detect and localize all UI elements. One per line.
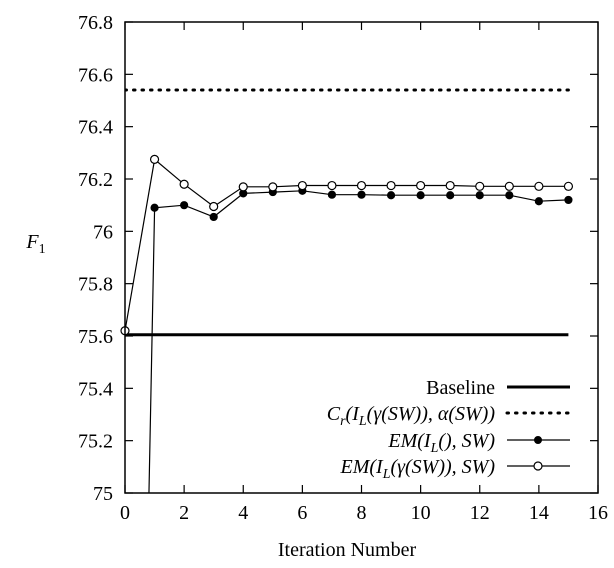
series-2-point — [327, 190, 337, 199]
x-tick-label: 2 — [179, 502, 189, 524]
series-3-point — [445, 180, 455, 191]
series-3-point — [327, 180, 337, 191]
legend: Baseline Cr(IL(γ(SW)), α(SW)) EM(IL(), S… — [327, 377, 572, 482]
series-line-2 — [148, 190, 569, 493]
x-tick-label: 16 — [588, 502, 608, 524]
y-tick-label: 75.4 — [78, 378, 113, 400]
x-tick-label: 12 — [470, 502, 490, 524]
y-axis-title: F1 — [25, 231, 45, 257]
y-tick-label: 76.4 — [78, 117, 113, 139]
y-tick-label: 76.8 — [78, 12, 113, 34]
y-tick-label: 76 — [93, 221, 113, 243]
series-3-point — [209, 201, 219, 212]
series-3-point — [356, 180, 367, 191]
series-2-point — [534, 197, 543, 206]
x-tick-label: 10 — [411, 502, 431, 524]
series-3-point — [238, 182, 248, 192]
series-3-point — [179, 179, 189, 189]
series-2-point — [446, 191, 455, 200]
series-3-point — [149, 154, 160, 164]
series-3-point — [386, 180, 396, 191]
y-tick-label: 75 — [93, 483, 113, 505]
y-tick-label: 75.8 — [78, 274, 113, 296]
y-axis-title-subscript: 1 — [39, 242, 46, 257]
series-2-point — [564, 195, 573, 205]
x-tick-label: 14 — [529, 502, 549, 524]
series-3-point — [504, 181, 514, 191]
x-axis: 0 2 4 6 8 10 12 14 16 — [120, 22, 608, 524]
series-3-point — [475, 181, 485, 191]
x-tick-label: 4 — [238, 502, 248, 524]
series-2-point — [475, 191, 484, 200]
series-2-point — [416, 191, 425, 200]
x-tick-label: 8 — [357, 502, 367, 524]
series-2-point — [357, 190, 366, 199]
series-line-3 — [125, 158, 569, 331]
x-tick-label: 0 — [120, 502, 130, 524]
y-axis: 75 75.2 75.4 75.6 75.8 76 76.2 76.4 76.6 76.8 — [78, 12, 598, 505]
y-tick-label: 75.6 — [78, 326, 113, 348]
legend-label-em-il-gamma: EM(IL(γ(SW)), SW) — [339, 456, 495, 482]
y-tick-label: 76.2 — [78, 169, 113, 191]
legend-label-em-il: EM(IL(), SW) — [387, 430, 495, 456]
y-tick-label: 75.2 — [78, 431, 113, 453]
x-axis-title: Iteration Number — [278, 539, 417, 561]
plot-markers — [120, 154, 574, 336]
series-3-point — [534, 181, 544, 191]
series-3-point — [563, 181, 574, 191]
legend-marker-em-il — [534, 436, 542, 444]
series-3-point — [416, 180, 426, 191]
series-2-point — [209, 212, 218, 222]
series-3-point — [297, 180, 307, 191]
series-2-point — [180, 201, 189, 210]
legend-label-cr: Cr(IL(γ(SW)), α(SW)) — [327, 403, 496, 429]
legend-marker-em-il-gamma — [533, 461, 543, 471]
series-3-point — [268, 182, 278, 192]
plot-lines — [125, 88, 570, 493]
y-tick-label: 76.6 — [78, 64, 113, 86]
series-2-point — [505, 191, 514, 200]
legend-label-baseline: Baseline — [426, 377, 495, 399]
x-tick-label: 6 — [297, 502, 307, 524]
series-2-point — [150, 203, 159, 212]
series-2-point — [386, 191, 396, 200]
